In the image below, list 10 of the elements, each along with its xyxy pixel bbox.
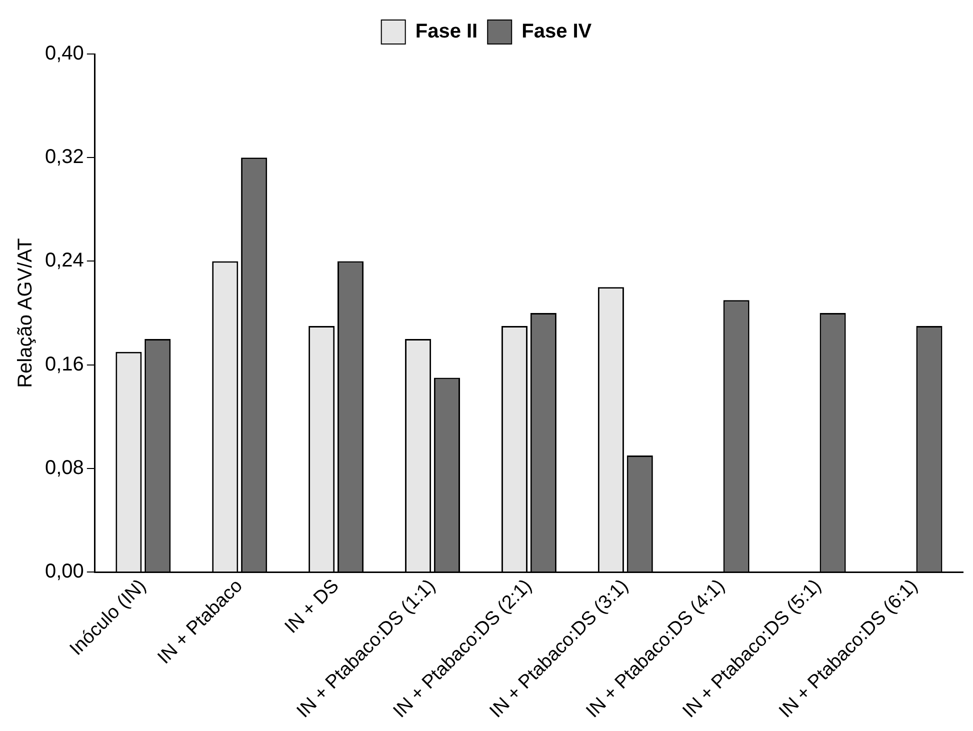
y-tick-label: 0,16 xyxy=(44,353,84,376)
y-tick-label: 0,08 xyxy=(44,456,84,479)
legend-label: Fase II xyxy=(415,20,478,43)
y-axis-title: Relação AGV/AT xyxy=(14,238,37,388)
y-tick-label: 0,40 xyxy=(44,42,84,65)
y-tick-label: 0,00 xyxy=(44,560,84,583)
x-tick-label: IN + DS xyxy=(281,576,344,638)
y-tick-label: 0,32 xyxy=(44,146,84,168)
legend-label: Fase IV xyxy=(522,20,592,43)
y-tick-label: 0,24 xyxy=(44,250,84,272)
